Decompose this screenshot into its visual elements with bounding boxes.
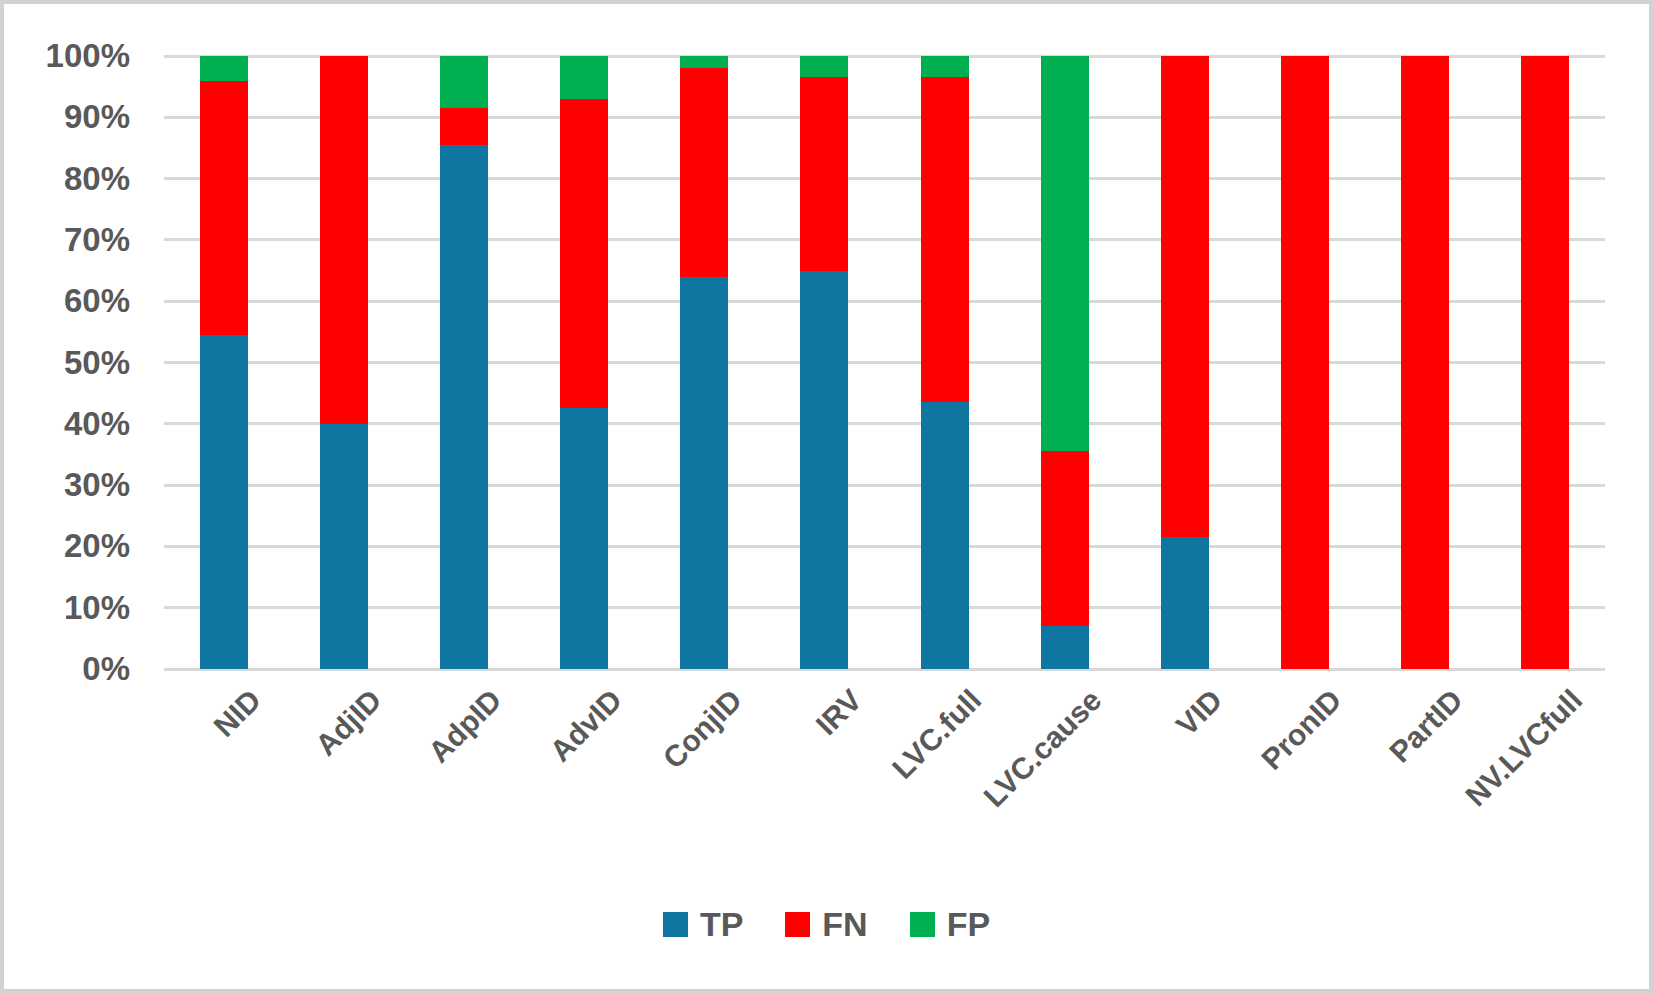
x-axis-label-NID: NID (208, 683, 269, 744)
bar-segment-tp-LVC.cause (1041, 626, 1089, 669)
gridline-50 (164, 361, 1605, 364)
bar-segment-fp-IRV (800, 56, 848, 77)
bar-stack-LVC.cause (1041, 56, 1089, 669)
x-axis-label-AdjID: AdjID (309, 683, 388, 762)
bar-segment-fn-NV.LVCfull (1521, 56, 1569, 669)
legend-item-fp: FP (910, 907, 990, 941)
x-axis-label-PronID: PronID (1255, 683, 1349, 777)
gridline-100 (164, 55, 1605, 58)
y-axis-tick-label: 40% (4, 406, 130, 442)
bar-segment-fn-AdjID (320, 56, 368, 424)
bar-segment-fp-AdvID (560, 56, 608, 99)
bar-stack-ConjID (680, 56, 728, 669)
x-axis-label-VID: VID (1169, 683, 1228, 742)
x-axis-label-AdpID: AdpID (422, 683, 508, 769)
bar-segment-tp-LVC.full (921, 402, 969, 669)
bar-segment-fp-ConjID (680, 56, 728, 68)
y-axis-tick-label: 50% (4, 345, 130, 381)
bar-stack-PronID (1281, 56, 1329, 669)
bar-segment-fn-ConjID (680, 68, 728, 276)
bar-segment-fn-LVC.cause (1041, 451, 1089, 626)
x-axis-label-PartID: PartID (1382, 683, 1469, 770)
bar-segment-fn-PartID (1401, 56, 1449, 669)
gridline-20 (164, 545, 1605, 548)
bar-stack-IRV (800, 56, 848, 669)
gridline-90 (164, 116, 1605, 119)
bar-segment-fn-LVC.full (921, 77, 969, 402)
plot-area (164, 56, 1605, 669)
y-axis-tick-label: 30% (4, 467, 130, 503)
gridline-30 (164, 484, 1605, 487)
bar-stack-AdpID (440, 56, 488, 669)
bar-segment-tp-NID (200, 335, 248, 669)
bar-segment-fn-NID (200, 81, 248, 335)
gridline-70 (164, 238, 1605, 241)
bar-segment-fp-LVC.full (921, 56, 969, 77)
x-axis-label-IRV: IRV (809, 683, 868, 742)
y-axis-tick-label: 80% (4, 161, 130, 197)
bar-stack-NV.LVCfull (1521, 56, 1569, 669)
x-axis-label-LVC.cause: LVC.cause (978, 683, 1109, 814)
legend: TP FN FP (4, 907, 1649, 941)
x-axis-label-AdvID: AdvID (543, 683, 628, 768)
legend-item-fn: FN (785, 907, 867, 941)
legend-swatch-fn (785, 912, 810, 937)
y-axis-tick-label: 20% (4, 528, 130, 564)
bar-segment-tp-AdpID (440, 145, 488, 669)
bar-segment-fn-VID (1161, 56, 1209, 537)
bar-stack-AdvID (560, 56, 608, 669)
bar-stack-LVC.full (921, 56, 969, 669)
bar-segment-fn-IRV (800, 77, 848, 270)
legend-item-tp: TP (663, 907, 743, 941)
bar-stack-NID (200, 56, 248, 669)
legend-label-fn: FN (822, 907, 867, 941)
gridline-0 (164, 668, 1605, 671)
y-axis-tick-label: 70% (4, 222, 130, 258)
y-axis-tick-label: 90% (4, 99, 130, 135)
bar-segment-tp-ConjID (680, 277, 728, 669)
gridline-60 (164, 300, 1605, 303)
bar-segment-tp-AdjID (320, 424, 368, 669)
x-axis-label-ConjID: ConjID (656, 683, 748, 775)
y-axis-tick-label: 60% (4, 283, 130, 319)
y-axis-tick-label: 0% (4, 651, 130, 687)
gridline-10 (164, 606, 1605, 609)
bar-segment-fp-LVC.cause (1041, 56, 1089, 451)
bar-segment-fn-AdvID (560, 99, 608, 409)
chart-frame: 0% 10% 20% 30% 40% 50% 60% 70% 80% 90% 100% NID Adj… (0, 0, 1653, 993)
bar-stack-PartID (1401, 56, 1449, 669)
legend-swatch-fp (910, 912, 935, 937)
gridline-80 (164, 177, 1605, 180)
legend-label-fp: FP (947, 907, 990, 941)
bar-stack-VID (1161, 56, 1209, 669)
x-axis-label-NV.LVCfull: NV.LVCfull (1459, 683, 1589, 813)
y-axis-tick-label: 10% (4, 590, 130, 626)
x-axis-label-LVC.full: LVC.full (886, 683, 989, 786)
bar-segment-fp-NID (200, 56, 248, 81)
bar-segment-fn-AdpID (440, 108, 488, 145)
bar-segment-fn-PronID (1281, 56, 1329, 669)
legend-swatch-tp (663, 912, 688, 937)
bar-segment-tp-VID (1161, 537, 1209, 669)
bar-segment-fp-AdpID (440, 56, 488, 108)
y-axis-tick-label: 100% (4, 38, 130, 74)
bar-stack-AdjID (320, 56, 368, 669)
legend-label-tp: TP (700, 907, 743, 941)
bar-segment-tp-AdvID (560, 408, 608, 669)
bar-segment-tp-IRV (800, 271, 848, 669)
gridline-40 (164, 422, 1605, 425)
